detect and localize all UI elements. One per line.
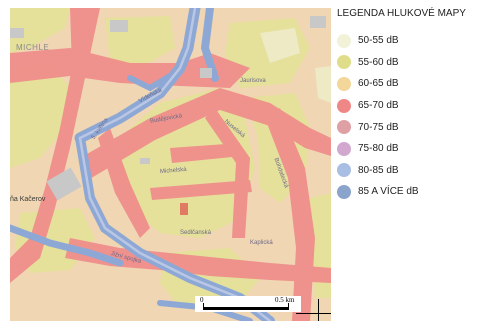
legend-label: 60-65 dB [358,78,399,90]
scale-tick-start [203,303,204,310]
road-label: Kaplická [250,240,273,246]
legend-item-85-plus: 85 A VÍCE dB [337,181,477,203]
legend-swatch [337,76,351,91]
noise-map-canvas [10,8,331,321]
legend-swatch [337,141,351,156]
legend-item-70-75: 70-75 dB [337,116,477,138]
legend-swatch [337,55,351,70]
legend-label: 75-80 dB [358,143,399,155]
legend-swatch [337,184,351,199]
legend-label: 50-55 dB [358,35,399,47]
scale-tick-end [288,303,289,310]
map-legend: LEGENDA HLUKOVÉ MAPY 50-55 dB 55-60 dB 6… [337,8,477,203]
metro-station-label: ňa Kačerov [10,196,46,203]
legend-item-80-85: 80-85 dB [337,160,477,182]
district-label: MICHLE [16,43,50,52]
legend-swatch [337,98,351,113]
building-highlight [180,203,188,215]
legend-item-60-65: 60-65 dB [337,73,477,95]
legend-swatch [337,120,351,135]
scale-start-label: 0 [200,296,204,304]
legend-item-55-60: 55-60 dB [337,52,477,74]
legend-swatch [337,163,351,178]
legend-item-50-55: 50-55 dB [337,30,477,52]
scale-end-label: 0.5 km [275,296,295,304]
scale-bar: 0 0.5 km [195,296,301,312]
crosshair-vertical [318,299,319,321]
legend-title: LEGENDA HLUKOVÉ MAPY [337,8,466,19]
legend-label: 70-75 dB [358,121,399,133]
legend-items: 50-55 dB 55-60 dB 60-65 dB 65-70 dB 70-7… [337,30,477,203]
legend-item-75-80: 75-80 dB [337,138,477,160]
legend-label: 85 A VÍCE dB [358,186,419,198]
legend-label: 80-85 dB [358,164,399,176]
scale-bar-line [203,307,289,310]
buildings [10,16,326,201]
legend-swatch [337,33,351,48]
legend-label: 65-70 dB [358,100,399,112]
crosshair-horizontal [296,313,331,314]
zone-50-55 [260,28,331,103]
noise-map[interactable]: MICHLE ňa Kačerov Vídeňská 5. května Již… [10,8,331,321]
road-label: Jaurisova [240,78,266,84]
road-label: Sedlčanská [180,230,212,236]
legend-item-65-70: 65-70 dB [337,95,477,117]
legend-label: 55-60 dB [358,56,399,68]
